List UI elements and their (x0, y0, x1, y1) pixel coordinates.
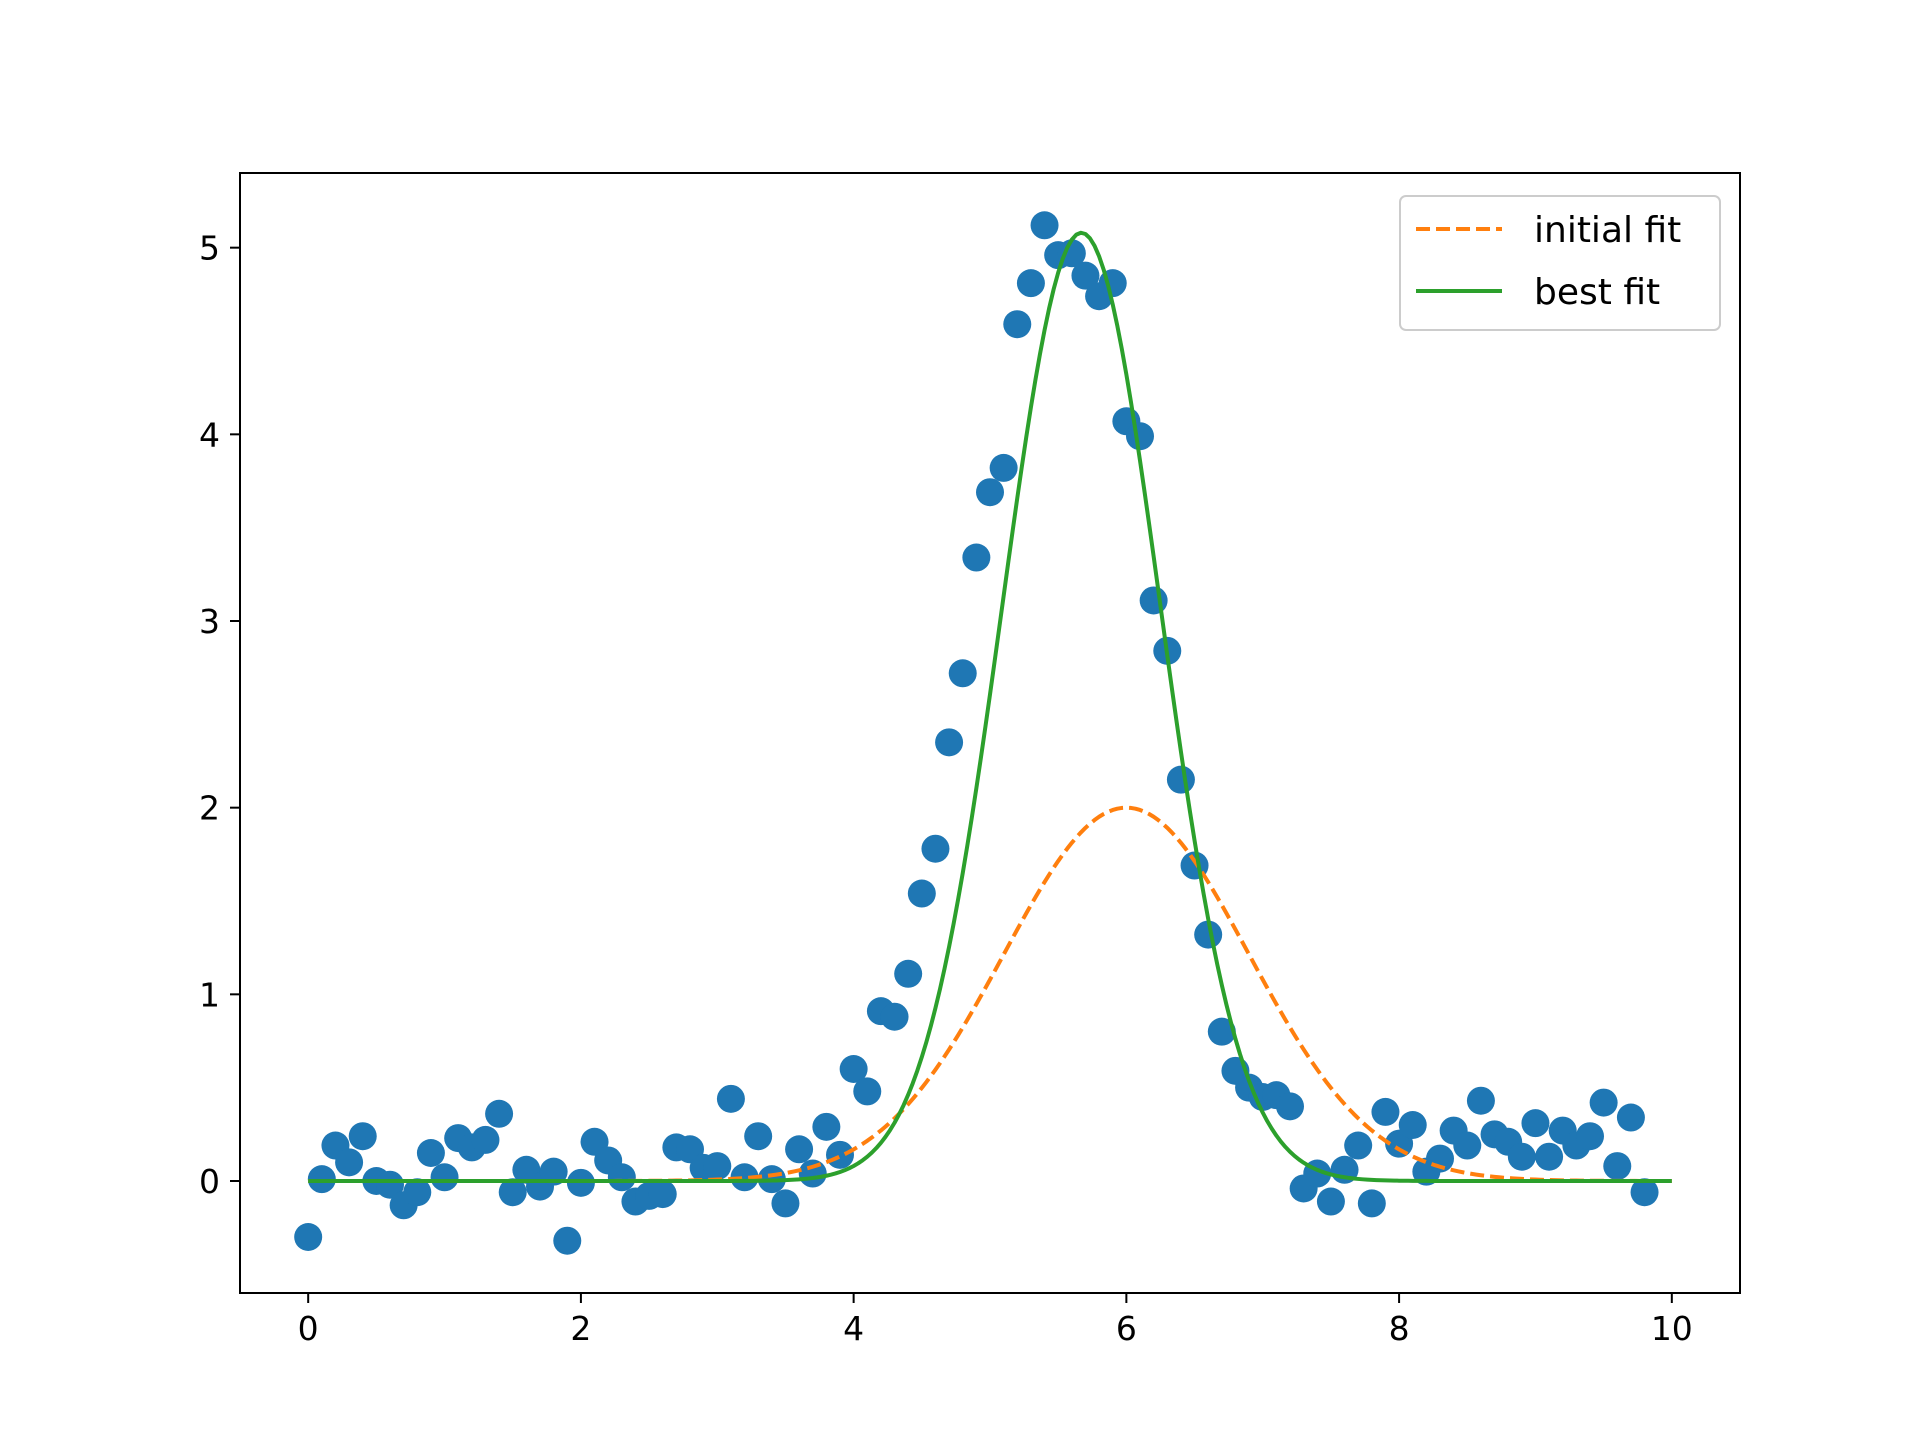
data-point (1344, 1131, 1373, 1160)
data-point (907, 879, 936, 908)
ticks-layer: 0 2 4 6 8 10 0 1 2 3 4 5 (199, 229, 1693, 1348)
plot-layer (294, 211, 1672, 1255)
x-tick-label: 6 (1116, 1309, 1137, 1348)
data-point (1589, 1088, 1618, 1117)
data-point (1521, 1109, 1550, 1138)
data-point (1507, 1142, 1536, 1171)
data-point (348, 1122, 377, 1151)
data-point (1630, 1178, 1659, 1207)
data-point (1057, 239, 1086, 268)
y-tick-label: 1 (199, 975, 220, 1014)
data-point (485, 1099, 514, 1128)
y-tick-label: 3 (199, 602, 220, 641)
data-point (1357, 1189, 1386, 1218)
data-point (471, 1125, 500, 1154)
data-point (894, 959, 923, 988)
y-tick-label: 5 (199, 229, 220, 268)
data-point (744, 1122, 773, 1151)
data-point (948, 659, 977, 688)
x-tick-label: 0 (298, 1309, 319, 1348)
data-point (416, 1139, 445, 1167)
data-point (839, 1055, 868, 1083)
data-point (703, 1152, 732, 1181)
data-point (1603, 1152, 1632, 1181)
data-point (1466, 1086, 1495, 1115)
data-point (853, 1077, 882, 1106)
x-tick-label: 2 (570, 1309, 591, 1348)
data-point (430, 1163, 459, 1192)
data-point (607, 1163, 636, 1192)
data-point (1276, 1092, 1304, 1121)
y-tick-label: 2 (199, 789, 220, 828)
data-point (498, 1178, 527, 1207)
data-point (1016, 269, 1045, 298)
data-point (1453, 1131, 1482, 1160)
y-tick-label: 0 (199, 1162, 220, 1201)
legend-initial-fit-label: initial fit (1534, 210, 1681, 251)
data-point (294, 1223, 323, 1251)
x-tick-label: 8 (1389, 1309, 1410, 1348)
data-point (798, 1159, 827, 1188)
data-point (403, 1178, 432, 1207)
data-point (716, 1084, 745, 1113)
data-point (880, 1002, 909, 1031)
data-point (785, 1135, 814, 1164)
axes-frame (239, 172, 1741, 1294)
data-point (1139, 586, 1168, 615)
data-point (826, 1140, 854, 1169)
legend: initial fit best fit (1399, 195, 1721, 331)
data-point (1398, 1111, 1427, 1139)
data-point (376, 1170, 404, 1199)
data-point (1166, 765, 1195, 794)
data-point (1003, 310, 1032, 339)
data-point (1071, 261, 1100, 290)
y-tick-label: 4 (199, 415, 220, 454)
data-point (1576, 1122, 1604, 1151)
data-point (1126, 422, 1154, 451)
data-point (989, 453, 1018, 482)
data-point (771, 1189, 800, 1218)
data-point (1316, 1187, 1345, 1216)
data-point (812, 1112, 841, 1141)
data-point (553, 1226, 582, 1255)
data-point (1194, 920, 1223, 949)
legend-best-fit-label: best fit (1534, 272, 1660, 313)
data-point (1207, 1017, 1236, 1046)
data-point (730, 1163, 759, 1192)
data-point (962, 543, 991, 572)
data-point (648, 1180, 677, 1209)
x-tick-label: 4 (843, 1309, 864, 1348)
best-fit-line (308, 230, 1672, 1183)
data-point (935, 728, 964, 757)
data-point (1616, 1103, 1645, 1132)
data-point (1535, 1142, 1564, 1171)
data-point (335, 1148, 364, 1177)
data-point (976, 478, 1004, 507)
data-point (1371, 1097, 1400, 1126)
data-point (921, 834, 950, 863)
data-point (539, 1157, 568, 1186)
x-tick-label: 10 (1651, 1309, 1693, 1348)
data-point (1030, 211, 1059, 240)
